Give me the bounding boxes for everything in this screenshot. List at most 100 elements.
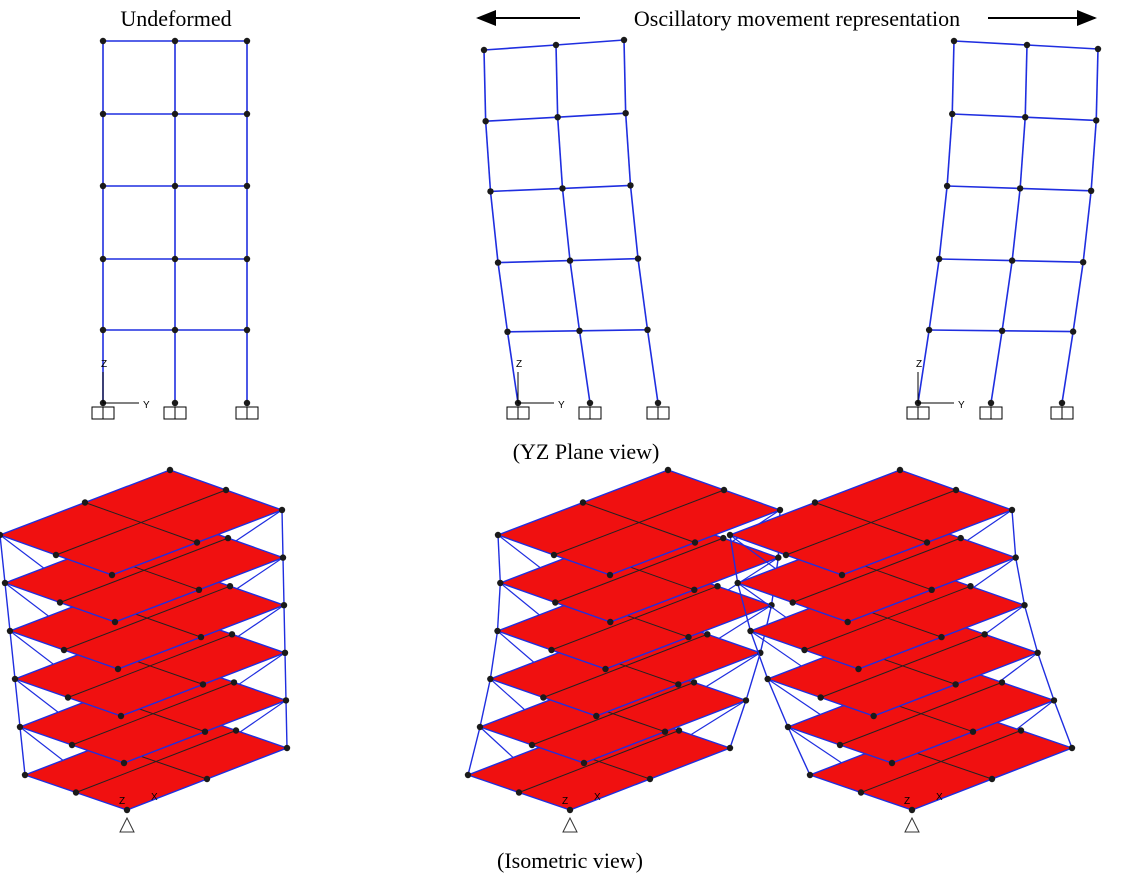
slab-line: [551, 585, 718, 651]
column: [285, 700, 288, 749]
node: [634, 255, 642, 262]
node: [870, 712, 877, 720]
beam: [555, 39, 625, 46]
node: [171, 110, 179, 118]
node: [16, 723, 24, 731]
node: [21, 771, 29, 779]
node: [550, 551, 558, 559]
node: [1068, 744, 1076, 752]
node: [817, 694, 824, 701]
node: [580, 759, 588, 767]
node: [64, 694, 72, 701]
node: [789, 599, 796, 606]
node: [620, 36, 628, 44]
axis-x-label: X: [936, 792, 943, 803]
node: [579, 499, 587, 506]
undeformed-title: Undeformed: [120, 6, 231, 31]
beam: [562, 184, 631, 190]
node: [52, 551, 60, 559]
node: [720, 486, 728, 494]
node: [952, 486, 960, 494]
column: [1015, 557, 1026, 606]
node: [742, 697, 750, 704]
column: [623, 39, 627, 114]
node: [171, 182, 179, 190]
axis-y-label: Y: [143, 400, 150, 411]
node: [764, 675, 771, 683]
drawings: Z Y Z Y Z Y Z X Z X Z X: [0, 36, 1102, 833]
node: [232, 727, 240, 734]
column: [1011, 509, 1017, 558]
node: [81, 499, 89, 506]
node: [283, 744, 291, 752]
node: [114, 665, 122, 673]
column: [646, 329, 659, 404]
beam: [953, 40, 1028, 46]
node: [68, 741, 76, 749]
node: [726, 531, 734, 539]
slab-line: [531, 681, 695, 746]
column: [787, 726, 811, 776]
node: [747, 627, 754, 635]
slab-line: [804, 585, 971, 651]
node: [515, 789, 523, 796]
node: [675, 681, 682, 688]
node: [981, 631, 988, 638]
node: [896, 466, 904, 474]
node: [171, 255, 179, 263]
node: [949, 110, 956, 118]
axis-z-label: Z: [916, 359, 922, 370]
node: [166, 466, 174, 474]
column: [506, 331, 519, 404]
column: [928, 258, 940, 331]
column: [14, 678, 21, 728]
column: [1019, 117, 1027, 189]
axis-z-label: Z: [516, 359, 522, 370]
column: [497, 262, 509, 332]
slab-line: [820, 633, 985, 698]
column: [938, 185, 948, 260]
node: [801, 646, 808, 654]
column: [479, 678, 492, 728]
node: [943, 182, 951, 190]
node: [888, 759, 896, 767]
axis-y-label: Y: [958, 400, 965, 411]
node: [494, 627, 501, 635]
node: [243, 37, 251, 45]
column: [729, 534, 739, 584]
node: [967, 583, 974, 590]
node: [685, 633, 692, 641]
node: [586, 399, 594, 407]
node: [99, 255, 107, 263]
node: [1034, 649, 1041, 656]
beam: [483, 44, 557, 51]
column: [19, 726, 26, 776]
node: [230, 679, 238, 686]
node: [199, 681, 207, 688]
node: [969, 728, 977, 735]
node: [99, 37, 107, 45]
support: [562, 816, 578, 833]
column: [946, 113, 954, 187]
node: [957, 534, 964, 542]
node: [476, 723, 484, 731]
column: [624, 113, 632, 186]
node: [593, 712, 600, 720]
node: [675, 727, 683, 734]
slab-line: [75, 730, 237, 793]
node: [123, 806, 131, 814]
beam: [490, 187, 563, 193]
node: [193, 539, 201, 546]
slab-line: [555, 537, 724, 603]
slab-line: [63, 585, 231, 651]
node: [243, 399, 251, 407]
beam: [1026, 44, 1099, 50]
node: [726, 744, 734, 752]
node: [925, 326, 933, 334]
slab-line: [785, 489, 957, 556]
column: [737, 582, 752, 632]
column: [569, 260, 581, 331]
iso-caption: (Isometric view): [497, 848, 643, 873]
node: [1021, 602, 1028, 609]
node: [1023, 41, 1031, 49]
